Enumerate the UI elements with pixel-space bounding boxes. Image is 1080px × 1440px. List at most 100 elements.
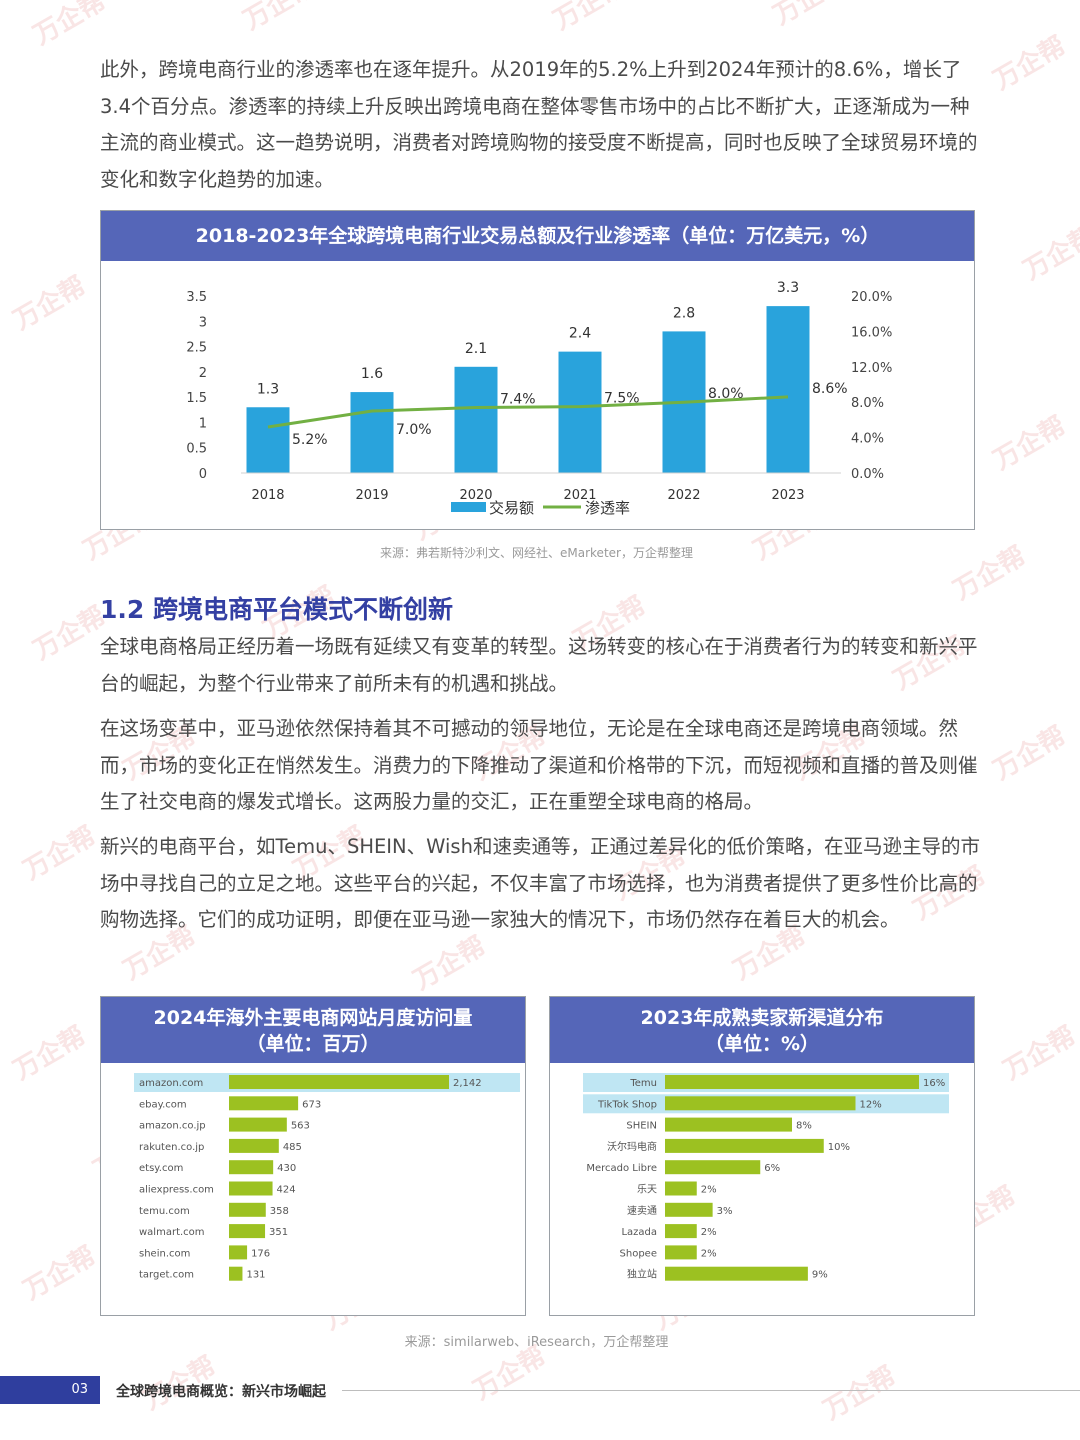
watermark-text: 万企帮 <box>28 0 111 51</box>
y-left-tick-label: 3 <box>199 315 207 330</box>
section-heading: 1.2 跨境电商平台模式不断创新 <box>100 595 453 624</box>
bar <box>229 1202 266 1217</box>
bar-trade-volume <box>350 392 394 473</box>
bar-value-label: 8% <box>796 1121 812 1132</box>
bar-value-label: 1.6 <box>361 366 383 382</box>
bar-value-label: 2% <box>701 1185 717 1196</box>
bar <box>229 1266 243 1281</box>
bar <box>665 1224 697 1239</box>
line-value-label: 7.5% <box>604 391 640 407</box>
visits-chart-title: 2024年海外主要电商网站月度访问量 <box>153 1007 473 1029</box>
bar <box>229 1117 287 1132</box>
watermark-text: 万企帮 <box>988 720 1071 786</box>
category-label: target.com <box>139 1270 194 1281</box>
bar-trade-volume <box>766 306 810 473</box>
channel-chart-header: 2023年成熟卖家新渠道分布 （单位：%） <box>550 997 974 1063</box>
bar-value-label: 2.1 <box>465 341 487 357</box>
y-left-tick-label: 3.5 <box>186 290 207 305</box>
bar <box>665 1266 808 1281</box>
bar-trade-volume <box>246 407 290 473</box>
x-tick-label: 2019 <box>355 488 388 503</box>
paragraph-transformation: 全球电商格局正经历着一场既有延续又有变革的转型。这场转变的核心在于消费者行为的转… <box>100 635 978 695</box>
visits-bar-chart: amazon.com 2,142 ebay.com 673 amazon.co.jp 56… <box>134 1073 520 1281</box>
bar-value-label: 358 <box>270 1206 289 1217</box>
watermark-text: 万企帮 <box>18 1240 101 1306</box>
bar-value-label: 563 <box>291 1121 310 1132</box>
line-value-label: 7.0% <box>396 422 432 438</box>
watermark-text: 万企帮 <box>238 0 321 36</box>
channel-chart-panel: 2023年成熟卖家新渠道分布 （单位：%） Temu 16% TikTok Shop… <box>549 996 975 1316</box>
bar-value-label: 3.3 <box>777 280 799 296</box>
category-label: 乐天 <box>637 1184 657 1196</box>
legend-swatch-bar <box>451 502 486 512</box>
visits-chart-header: 2024年海外主要电商网站月度访问量 （单位：百万） <box>101 997 525 1063</box>
category-label: Temu <box>629 1078 657 1089</box>
bar <box>229 1224 266 1239</box>
y-left-tick-label: 2 <box>199 366 207 381</box>
category-label: rakuten.co.jp <box>139 1142 204 1153</box>
bar-value-label: 485 <box>283 1142 302 1153</box>
category-label: shein.com <box>139 1248 190 1259</box>
category-label: ebay.com <box>139 1099 187 1110</box>
category-label: 独立站 <box>627 1268 657 1281</box>
bar <box>665 1202 713 1217</box>
bar-value-label: 2.4 <box>569 326 591 342</box>
category-label: Lazada <box>621 1227 657 1238</box>
category-label: amazon.com <box>139 1078 203 1089</box>
channel-bar-chart: Temu 16% TikTok Shop 12% SHEIN 8% 沃尔玛电商 10% Merc… <box>583 1073 949 1281</box>
paragraph-amazon: 在这场变革中，亚马逊依然保持着其不可撼动的领导地位，无论是在全球电商还是跨境电商… <box>100 717 978 813</box>
x-tick-label: 2020 <box>459 488 492 503</box>
line-value-label: 8.0% <box>708 386 744 402</box>
bar-value-label: 9% <box>812 1270 828 1281</box>
category-label: walmart.com <box>139 1227 205 1238</box>
watermark-text: 万企帮 <box>768 0 851 31</box>
bar <box>665 1138 824 1153</box>
y-right-tick-label: 4.0% <box>851 432 884 447</box>
category-label: 沃尔玛电商 <box>607 1140 657 1153</box>
chart2-source: 来源：similarweb、iResearch，万企帮整理 <box>404 1335 669 1350</box>
y-left-tick-label: 1.5 <box>186 391 207 406</box>
bar-value-label: 2% <box>701 1248 717 1259</box>
x-tick-label: 2023 <box>771 488 804 503</box>
bar-value-label: 176 <box>251 1248 270 1259</box>
category-label: TikTok Shop <box>597 1099 657 1110</box>
bar <box>665 1096 856 1111</box>
watermark-text: 万企帮 <box>8 270 91 336</box>
bar <box>229 1075 449 1089</box>
bar <box>229 1160 274 1175</box>
combo-chart: 0 0.5 1 1.5 2 2.5 3 3.5 0.0% 4.0% 8.0% 12.0% 16.0% 20… <box>186 280 892 517</box>
y-right-tick-label: 12.0% <box>851 361 892 376</box>
y-right-tick-label: 20.0% <box>851 290 892 305</box>
bar-value-label: 131 <box>246 1270 265 1281</box>
combo-chart-panel: 2018-2023年全球跨境电商行业交易总额及行业渗透率（单位：万亿美元，%） … <box>100 210 975 530</box>
y-right-tick-label: 8.0% <box>851 396 884 411</box>
category-label: etsy.com <box>139 1163 183 1174</box>
bar <box>229 1181 273 1196</box>
watermark-text: 万企帮 <box>408 930 491 996</box>
visits-chart-subtitle: （单位：百万） <box>246 1033 380 1055</box>
bar-value-label: 430 <box>277 1163 296 1174</box>
line-value-label: 8.6% <box>812 381 848 397</box>
category-label: Mercado Libre <box>586 1163 657 1174</box>
bar-value-label: 12% <box>860 1099 882 1110</box>
legend-label-bar: 交易额 <box>489 499 534 517</box>
y-left-tick-label: 0 <box>199 467 207 482</box>
footer-title: 全球跨境电商概览：新兴市场崛起 <box>116 1384 326 1400</box>
category-label: Shopee <box>620 1248 657 1259</box>
category-label: 速卖通 <box>627 1205 657 1217</box>
channel-chart-title: 2023年成熟卖家新渠道分布 <box>640 1007 884 1029</box>
y-left-tick-label: 0.5 <box>186 442 207 457</box>
page-number: 03 <box>0 1376 100 1404</box>
watermark-text: 万企帮 <box>18 820 101 886</box>
bar <box>665 1117 792 1132</box>
bar-value-label: 2,142 <box>453 1078 482 1089</box>
bar-value-label: 6% <box>764 1163 780 1174</box>
watermark-text: 万企帮 <box>988 30 1071 96</box>
bar <box>665 1181 697 1196</box>
watermark-text: 万企帮 <box>818 1360 901 1426</box>
category-label: SHEIN <box>626 1121 657 1132</box>
paragraph-new-platforms: 新兴的电商平台，如Temu、SHEIN、Wish和速卖通等，正通过差异化的低价策… <box>100 835 980 931</box>
bar <box>229 1096 299 1111</box>
y-right-tick-label: 16.0% <box>851 325 892 340</box>
watermark-text: 万企帮 <box>548 0 631 36</box>
